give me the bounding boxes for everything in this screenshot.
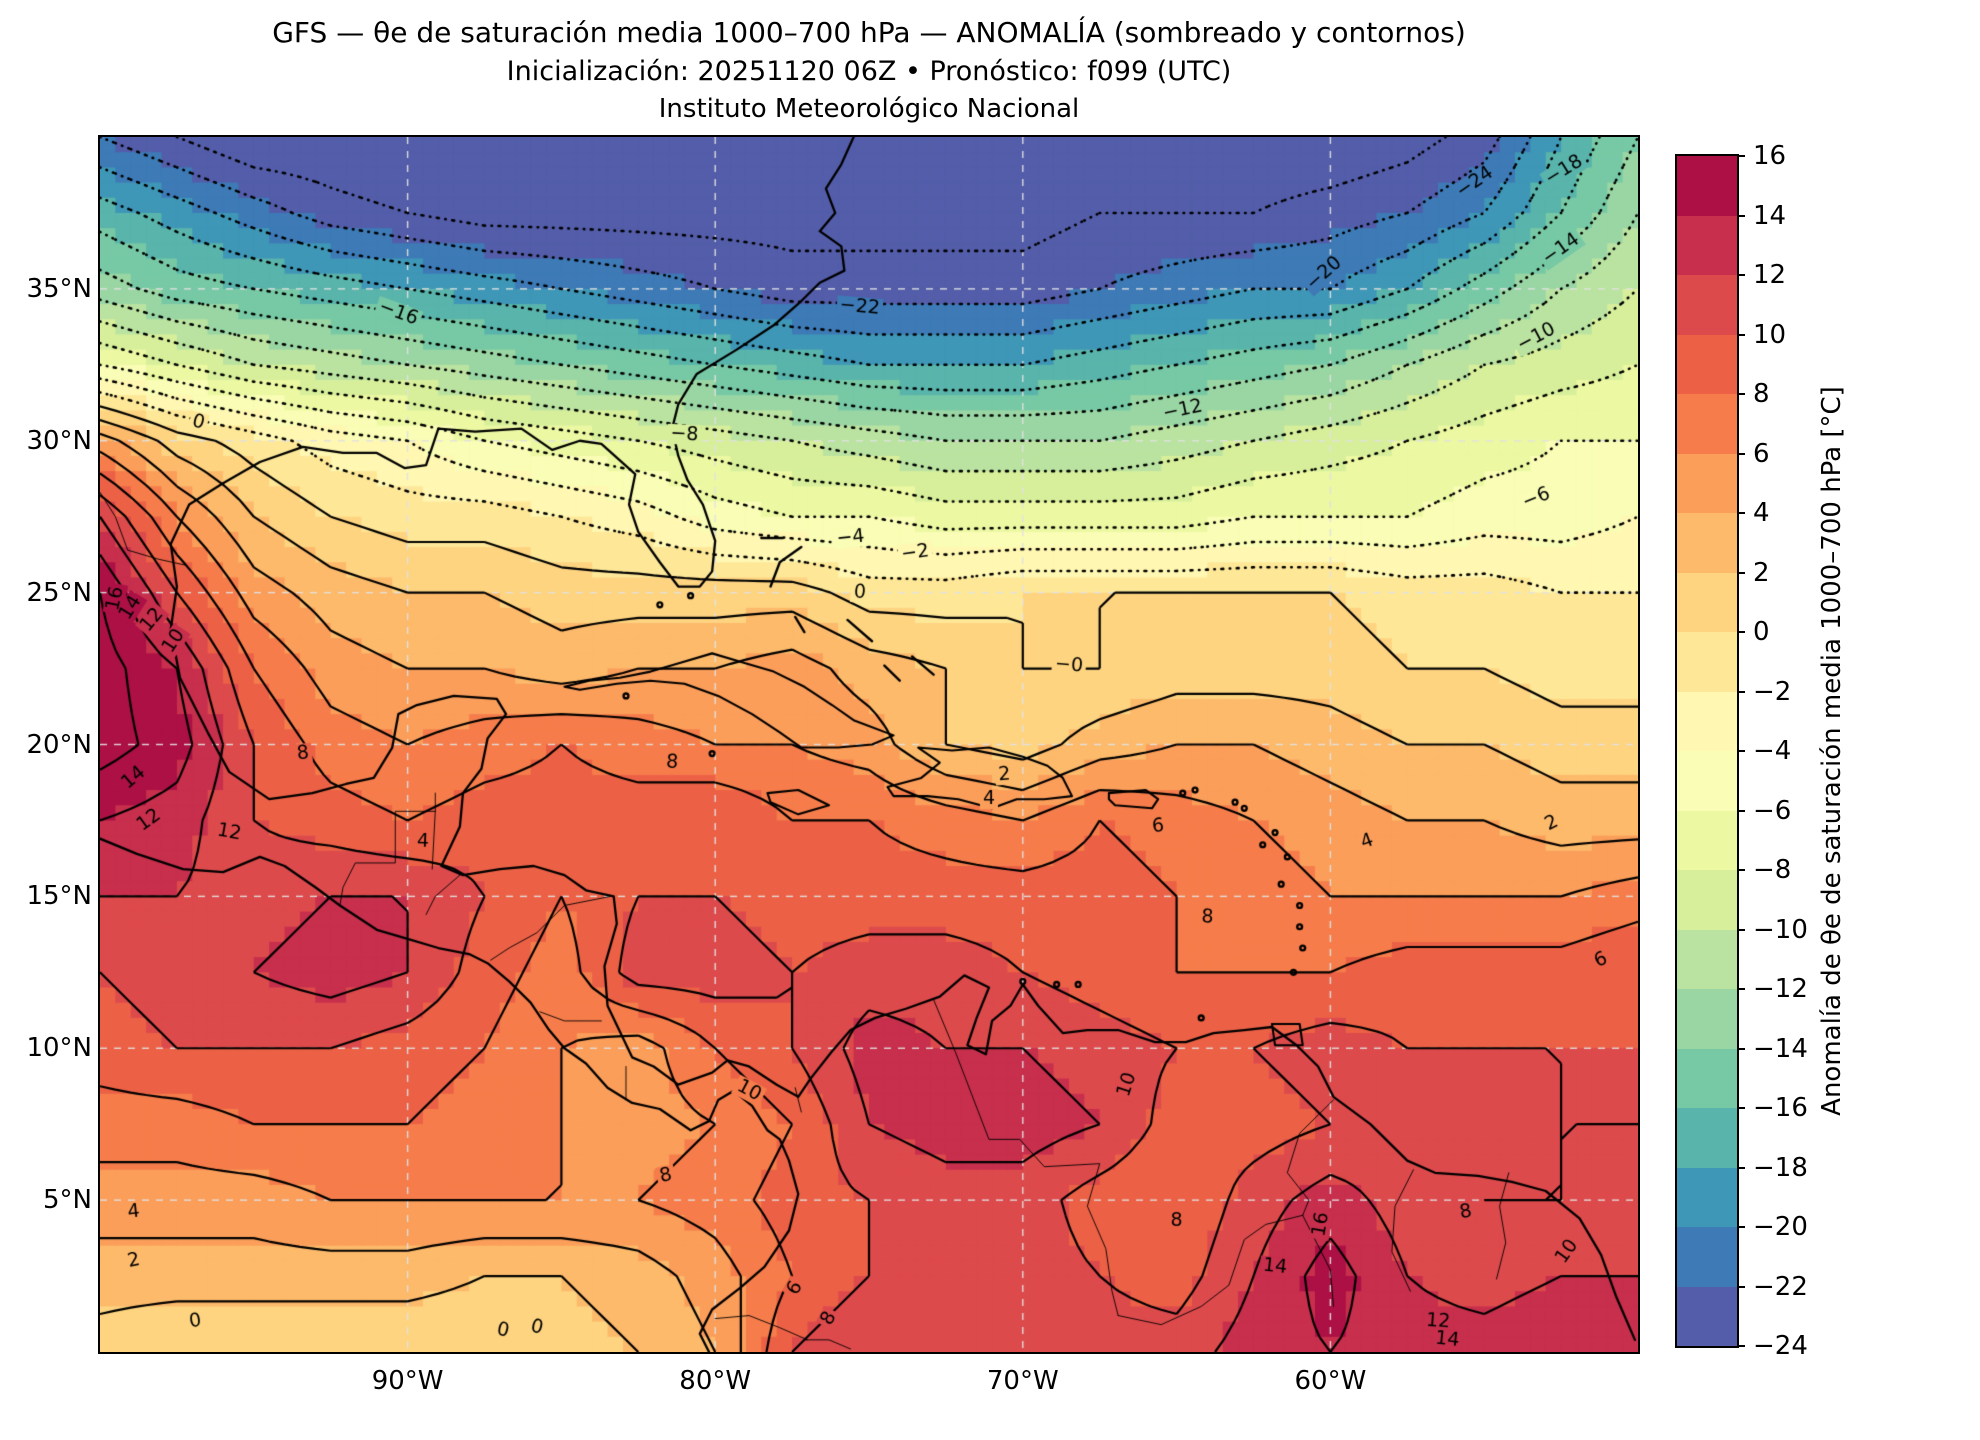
colorbar-tickmark--16 <box>1737 1107 1745 1109</box>
chart-subtitle-institution: Instituto Meteorológico Nacional <box>658 94 1080 124</box>
x-tick-60°W: 60°W <box>1294 1366 1367 1396</box>
colorbar-segment--7 <box>1677 810 1737 870</box>
colorbar-tick-label-6: 6 <box>1753 438 1770 469</box>
colorbar-tick-label--10: −10 <box>1753 914 1808 945</box>
colorbar-tickmark-10 <box>1737 333 1745 336</box>
colorbar-tick-label--8: −8 <box>1753 855 1792 885</box>
colorbar-tick-label--14: −14 <box>1753 1033 1808 1064</box>
colorbar-tickmark--8 <box>1737 869 1745 871</box>
y-tick-30°N: 30°N <box>26 425 92 456</box>
contour-map-canvas <box>100 137 1638 1352</box>
colorbar-tickmark--4 <box>1737 750 1745 752</box>
colorbar-segment-9 <box>1677 334 1737 394</box>
colorbar-segment--13 <box>1677 989 1737 1049</box>
chart-subtitle-init-forecast: Inicialización: 20251120 06Z • Pronóstic… <box>506 56 1232 87</box>
colorbar-segment--21 <box>1677 1227 1737 1287</box>
y-tick-20°N: 20°N <box>26 729 92 760</box>
colorbar-segment--17 <box>1677 1108 1737 1168</box>
colorbar-tickmark--14 <box>1737 1047 1745 1050</box>
colorbar-segment--3 <box>1677 691 1737 751</box>
colorbar-tickmark--12 <box>1737 988 1745 990</box>
chart-title: GFS — θe de saturación media 1000–700 hP… <box>272 16 1466 49</box>
colorbar-segment-15 <box>1677 156 1737 216</box>
y-tick-25°N: 25°N <box>26 577 92 608</box>
colorbar-segment--19 <box>1677 1167 1737 1227</box>
colorbar-tickmark-12 <box>1737 274 1745 276</box>
colorbar-tick-label-10: 10 <box>1753 319 1787 350</box>
x-tick-70°W: 70°W <box>986 1366 1059 1396</box>
colorbar-tick-label-8: 8 <box>1753 379 1770 409</box>
colorbar-tickmark--6 <box>1737 809 1745 812</box>
y-tick-35°N: 35°N <box>26 273 92 304</box>
colorbar-tickmark-8 <box>1737 393 1745 395</box>
colorbar-segment--11 <box>1677 929 1737 989</box>
colorbar-tick-label-12: 12 <box>1753 260 1787 290</box>
colorbar-tick-label-2: 2 <box>1753 557 1770 588</box>
colorbar-tick-label--22: −22 <box>1753 1271 1808 1302</box>
colorbar-tick-label-14: 14 <box>1753 200 1787 231</box>
colorbar-tickmark-2 <box>1737 571 1745 574</box>
colorbar-tick-label--4: −4 <box>1753 736 1792 766</box>
colorbar-tickmark-6 <box>1737 452 1745 455</box>
colorbar-axis-label: Anomalía de θe de saturación media 1000–… <box>1817 386 1847 1116</box>
colorbar-tickmark-0 <box>1737 631 1745 633</box>
colorbar-tickmark--24 <box>1737 1345 1745 1347</box>
colorbar-tick-label--18: −18 <box>1753 1152 1808 1183</box>
colorbar-segment--5 <box>1677 751 1737 811</box>
colorbar-segment-11 <box>1677 275 1737 335</box>
colorbar-tickmark-14 <box>1737 214 1745 217</box>
colorbar-tickmark--2 <box>1737 690 1745 693</box>
colorbar-segment-7 <box>1677 394 1737 454</box>
colorbar-segment-5 <box>1677 453 1737 513</box>
colorbar-tick-label-16: 16 <box>1753 141 1787 171</box>
colorbar <box>1675 154 1739 1348</box>
colorbar-tickmark--20 <box>1737 1226 1745 1228</box>
colorbar-tickmark--22 <box>1737 1285 1745 1288</box>
colorbar-tick-label-0: 0 <box>1753 617 1770 647</box>
colorbar-segment--1 <box>1677 632 1737 692</box>
colorbar-tick-label--20: −20 <box>1753 1212 1808 1242</box>
y-tick-10°N: 10°N <box>26 1033 92 1064</box>
colorbar-tick-label--12: −12 <box>1753 974 1808 1004</box>
colorbar-segment-1 <box>1677 572 1737 632</box>
colorbar-tick-label--2: −2 <box>1753 676 1792 707</box>
colorbar-tickmark--18 <box>1737 1166 1745 1169</box>
colorbar-tick-label--6: −6 <box>1753 795 1792 826</box>
colorbar-segment--9 <box>1677 870 1737 930</box>
x-tick-90°W: 90°W <box>371 1366 444 1396</box>
y-tick-5°N: 5°N <box>43 1185 92 1216</box>
colorbar-segment-13 <box>1677 215 1737 275</box>
colorbar-segment--23 <box>1677 1286 1737 1346</box>
y-tick-15°N: 15°N <box>26 881 92 912</box>
colorbar-tickmark-4 <box>1737 512 1745 514</box>
colorbar-segment--15 <box>1677 1048 1737 1108</box>
x-tick-80°W: 80°W <box>679 1366 752 1396</box>
colorbar-tickmark-16 <box>1737 155 1745 157</box>
colorbar-tick-label--16: −16 <box>1753 1093 1808 1123</box>
colorbar-tick-label-4: 4 <box>1753 498 1770 528</box>
colorbar-segment-3 <box>1677 513 1737 573</box>
colorbar-tickmark--10 <box>1737 928 1745 931</box>
colorbar-tick-label--24: −24 <box>1753 1331 1808 1361</box>
